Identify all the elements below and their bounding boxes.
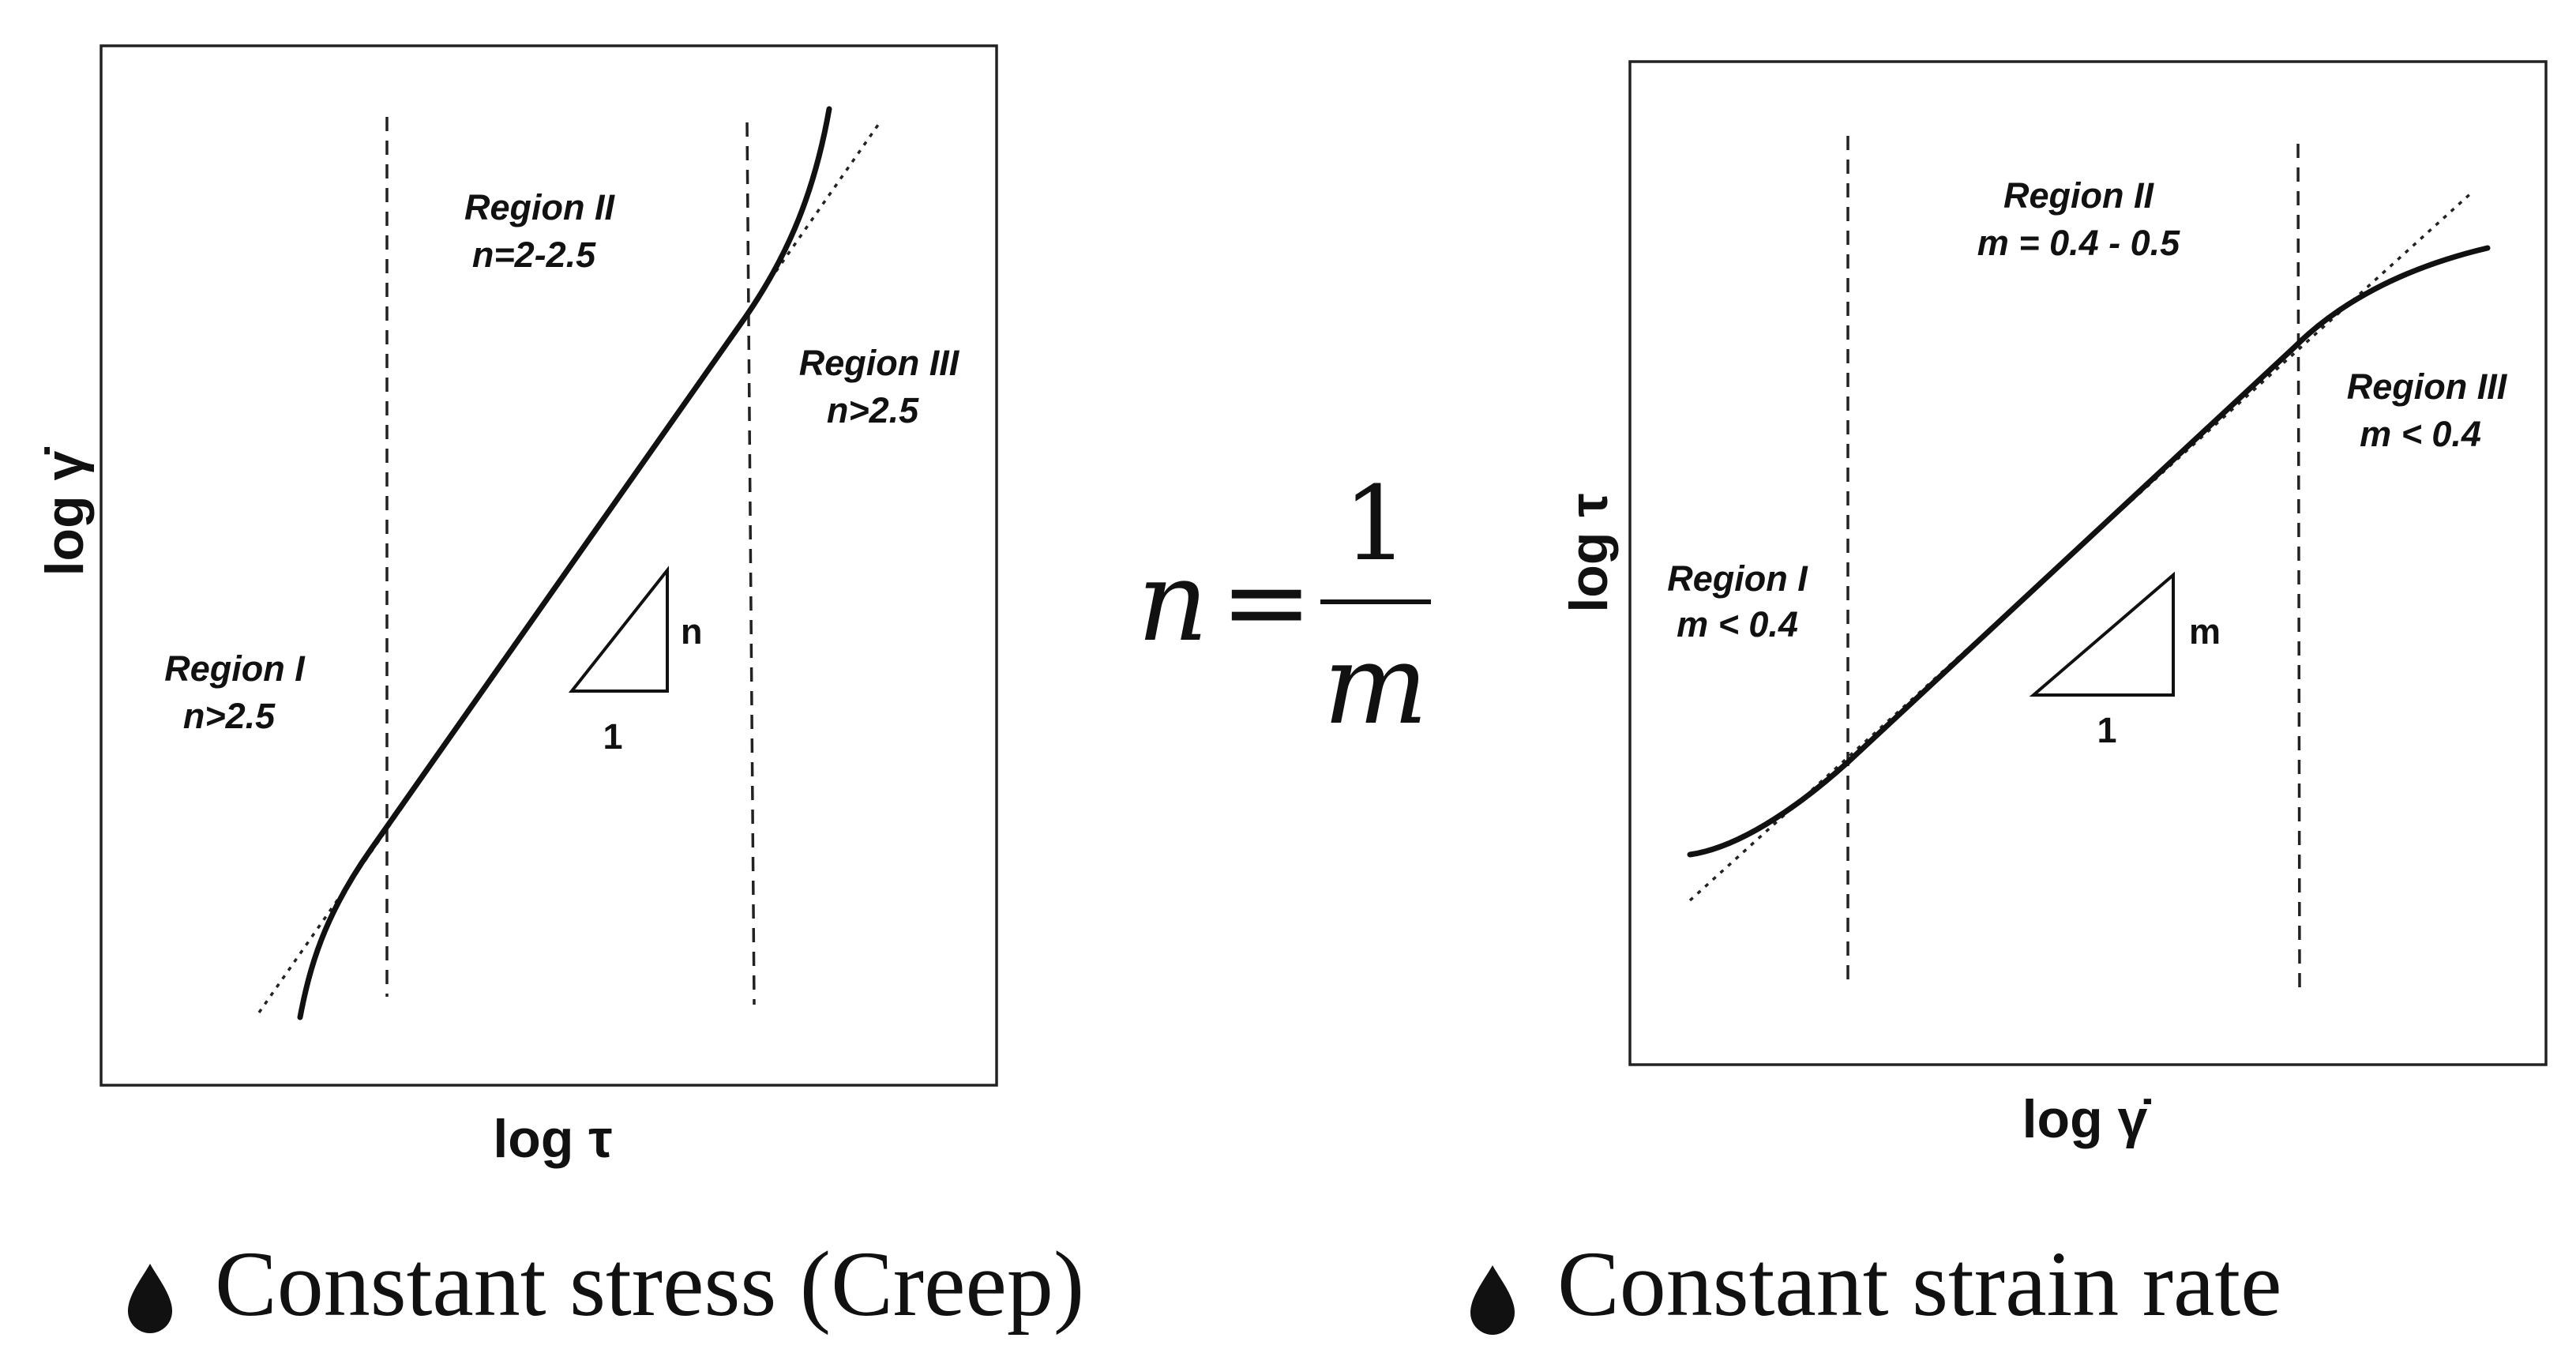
creep-region-boundary-2: [745, 122, 756, 1005]
strain-rate-region-3-title: Region III: [2347, 366, 2508, 407]
strain-rate-region-3-value: m < 0.4: [2360, 414, 2481, 454]
caption-right: Constant strain rate: [1470, 1232, 2282, 1336]
creep-region-3-title: Region III: [799, 343, 960, 383]
creep-plot: n 1 Region I n>2.5 Region II n=2-2.5 Reg…: [35, 44, 998, 1169]
caption-left-text: Constant stress (Creep): [215, 1232, 1084, 1336]
creep-rate-curve: [297, 106, 832, 1020]
creep-plot-frame: [100, 44, 998, 1087]
creep-region-2-title: Region II: [464, 187, 615, 227]
formula-equals: =: [1220, 538, 1312, 667]
strain-rate-slope-rise-label: m: [2189, 611, 2221, 652]
caption-left: Constant stress (Creep): [128, 1232, 1084, 1336]
strain-rate-plot-frame: [1628, 60, 2548, 1066]
creep-region-1-title: Region I: [164, 648, 306, 689]
strain-rate-region-2-title: Region II: [2003, 175, 2154, 216]
drop-bullet-icon: [128, 1264, 172, 1333]
strain-rate-region-2-value: m = 0.4 - 0.5: [1977, 223, 2180, 263]
formula-denominator: m: [1324, 621, 1429, 750]
strain-rate-region-1-title: Region I: [1667, 558, 1808, 599]
formula: n = 1 m: [1137, 464, 1431, 750]
strain-rate-plot: m 1 Region I m < 0.4 Region II m = 0.4 -…: [1559, 60, 2548, 1149]
strain-rate-x-axis-label: log γ̇: [2022, 1089, 2152, 1149]
creep-slope-run-label: 1: [603, 716, 622, 757]
caption-right-text: Constant strain rate: [1557, 1232, 2282, 1336]
strain-rate-y-axis-label: log τ: [1559, 493, 1619, 612]
strain-rate-slope-triangle: [2029, 571, 2175, 697]
creep-region-3-value: n>2.5: [827, 390, 919, 430]
creep-region-2-value: n=2-2.5: [472, 235, 596, 275]
creep-x-axis-label: log τ: [493, 1109, 612, 1169]
creep-slope-triangle: [568, 566, 669, 693]
creep-slope-rise-label: n: [681, 611, 703, 652]
creep-region-1-value: n>2.5: [183, 696, 276, 736]
creep-y-axis-label: log γ̇: [35, 447, 95, 577]
strain-rate-region-1-value: m < 0.4: [1677, 604, 1798, 644]
formula-numerator: 1: [1343, 464, 1409, 584]
strain-rate-slope-run-label: 1: [2097, 710, 2116, 750]
strain-rate-stress-curve: [1687, 245, 2491, 858]
drop-bullet-icon: [1470, 1265, 1515, 1335]
formula-lhs: n: [1137, 538, 1208, 667]
